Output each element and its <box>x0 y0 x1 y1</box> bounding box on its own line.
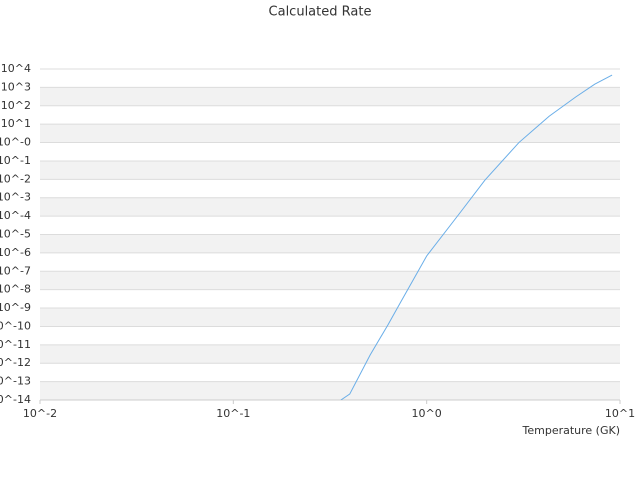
y-tick-label: 10^-13 <box>0 375 31 388</box>
x-axis-label: Temperature (GK) <box>522 424 621 437</box>
grid-band <box>40 344 620 364</box>
y-tick-label: 10^4 <box>1 62 31 75</box>
y-tick-label: 10^3 <box>1 80 31 93</box>
y-tick-label: 10^-6 <box>0 246 31 259</box>
data-line <box>340 74 613 400</box>
x-tick-label: 10^1 <box>605 407 635 420</box>
bands <box>40 87 620 400</box>
plot <box>340 74 613 400</box>
y-tick-label: 10^-7 <box>0 264 31 277</box>
y-tick-label: 10^-5 <box>0 228 31 241</box>
grid-band <box>40 87 620 106</box>
grid <box>39 68 621 404</box>
grid-band <box>40 381 620 400</box>
y-tick-label: 10^2 <box>1 99 31 112</box>
y-tick-label: 10^-11 <box>0 338 31 351</box>
y-tick-label: 10^-2 <box>0 172 31 185</box>
y-tick-label: 10^1 <box>1 117 31 130</box>
y-tick-label: 10^-9 <box>0 301 31 314</box>
labels: 10^-14 10^-13 10^-12 10^-11 10^-10 10^-9 10^-8… <box>0 62 635 420</box>
y-tick-label: 10^-12 <box>0 356 31 369</box>
grid-band <box>40 160 620 180</box>
grid-band <box>40 197 620 217</box>
grid-band <box>40 308 620 327</box>
y-tick-label: 10^-3 <box>0 191 31 204</box>
y-tick-label: 10^-14 <box>0 393 31 406</box>
y-tick-label: 10^-8 <box>0 283 31 296</box>
y-tick-label: 10^-0 <box>0 136 31 149</box>
x-tick-label: 10^-2 <box>23 407 57 420</box>
y-tick-label: 10^-4 <box>0 209 31 222</box>
grid-band <box>40 234 620 253</box>
x-tick-label: 10^0 <box>412 407 442 420</box>
grid-band <box>40 124 620 143</box>
y-tick-label: 10^-10 <box>0 319 31 332</box>
x-tick-label: 10^-1 <box>216 407 250 420</box>
y-tick-label: 10^-1 <box>0 154 31 167</box>
grid-band <box>40 271 620 290</box>
chart-title: Calculated Rate <box>269 5 372 20</box>
